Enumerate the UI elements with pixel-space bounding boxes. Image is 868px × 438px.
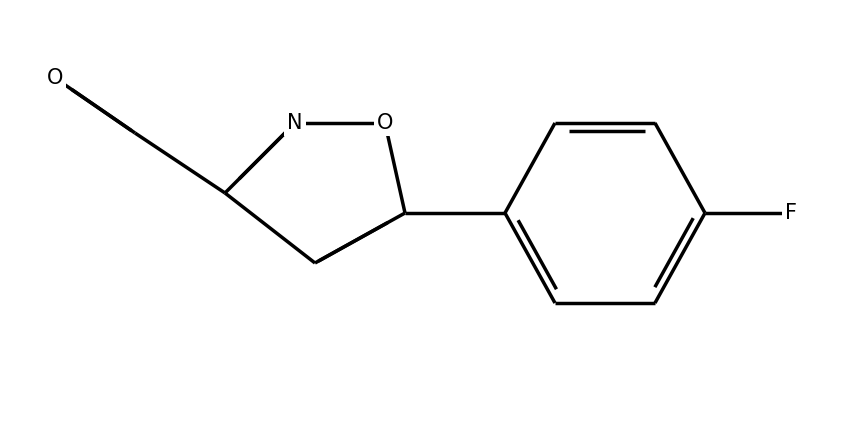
Text: N: N xyxy=(287,113,303,133)
Text: O: O xyxy=(377,113,393,133)
Text: F: F xyxy=(785,203,797,223)
Text: O: O xyxy=(47,68,63,88)
